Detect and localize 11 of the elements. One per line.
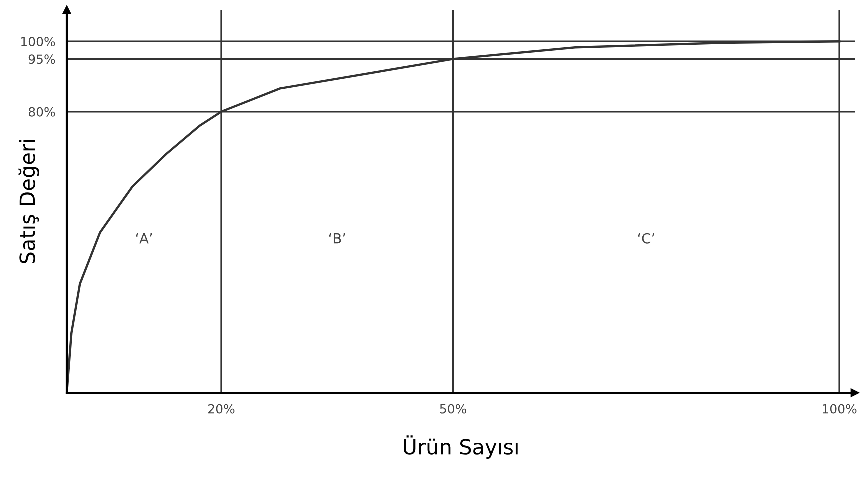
annotation: ‘B’ [329,234,346,244]
y-tick-label: 80% [28,107,56,117]
x-tick-label: 100% [823,404,857,414]
y-axis-title: Satış Değeri [18,140,40,264]
x-axis-title: Ürün Sayısı [404,436,518,459]
annotation: ‘A’ [136,234,152,244]
x-tick-label: 50% [440,404,466,414]
y-tick-label: 95% [28,54,56,64]
annotation: ‘C’ [638,233,654,244]
x-tick-label: 20% [208,404,235,414]
y-tick-label: 100% [22,37,56,47]
